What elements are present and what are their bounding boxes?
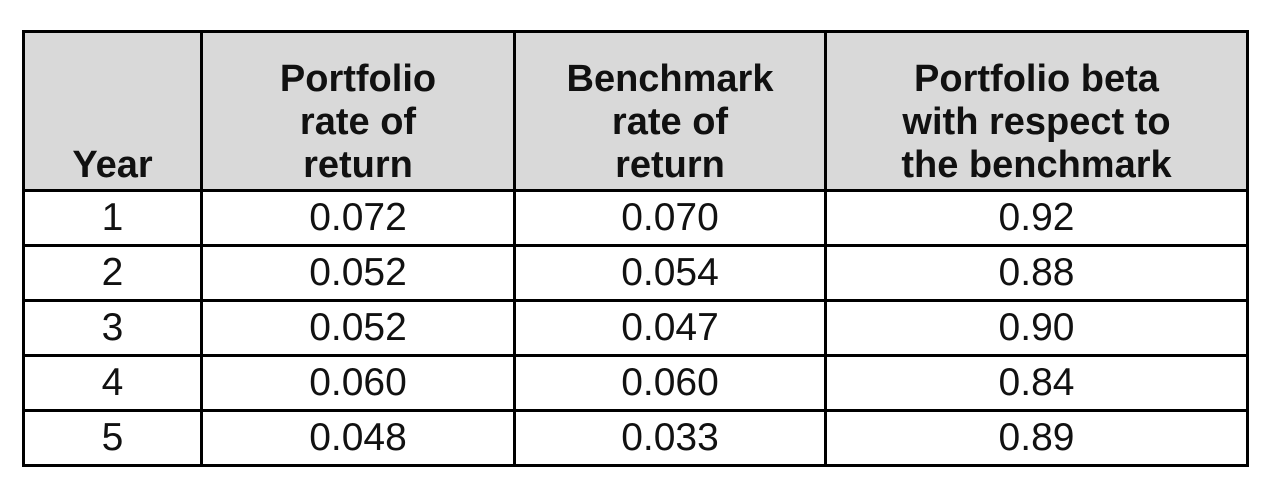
header-line: Portfolio [279,58,437,100]
table-cell: 0.92 [824,189,1249,247]
table-cell: 2 [22,244,203,302]
table-row: 1 0.072 0.070 0.92 [22,189,1249,247]
header-line: Benchmark [566,58,774,100]
header-line: the benchmark [901,144,1172,186]
table-cell: 0.84 [824,354,1249,412]
table-row: 4 0.060 0.060 0.84 [22,354,1249,412]
table-row: 5 0.048 0.033 0.89 [22,409,1249,467]
table-cell: 0.072 [200,189,516,247]
header-cell: Portfolio rate of return [200,30,516,192]
header-line: Year [72,144,153,186]
table-cell: 0.060 [513,354,827,412]
table-cell: 5 [22,409,203,467]
header-line: with respect to [902,101,1171,143]
table-cell: 4 [22,354,203,412]
header-line: rate of [611,101,729,143]
header-cell: Year [22,30,203,192]
table-row: 3 0.052 0.047 0.90 [22,299,1249,357]
header-line: return [615,144,725,186]
table-cell: 0.052 [200,299,516,357]
table-cell: 1 [22,189,203,247]
table-row: 2 0.052 0.054 0.88 [22,244,1249,302]
header-line: return [303,144,413,186]
table-cell: 0.89 [824,409,1249,467]
header-row: Year Portfolio rate of return Benchmark rate … [22,30,1249,192]
table-cell: 0.048 [200,409,516,467]
header-line: Portfolio beta [914,58,1159,100]
table-cell: 0.054 [513,244,827,302]
header-line: rate of [299,101,417,143]
table-cell: 0.047 [513,299,827,357]
data-table: Year Portfolio rate of return Benchmark rate … [22,30,1249,467]
table-cell: 0.90 [824,299,1249,357]
header-cell: Benchmark rate of return [513,30,827,192]
table-cell: 0.033 [513,409,827,467]
header-cell: Portfolio beta with respect to the benchma… [824,30,1249,192]
table-body: 1 0.072 0.070 0.92 2 0.052 0.054 0.88 3 0.052 0.04… [22,189,1249,467]
table-cell: 3 [22,299,203,357]
table-cell: 0.060 [200,354,516,412]
table-cell: 0.052 [200,244,516,302]
table-cell: 0.88 [824,244,1249,302]
table-cell: 0.070 [513,189,827,247]
